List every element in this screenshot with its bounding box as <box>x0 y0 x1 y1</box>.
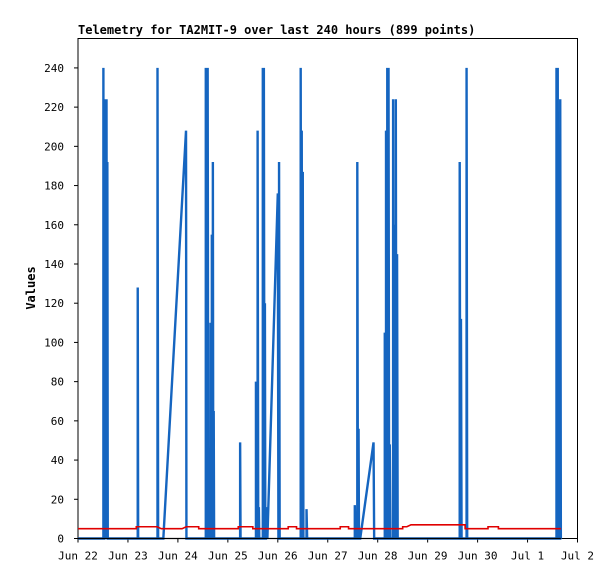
y-tick-label: 0 <box>57 533 64 546</box>
y-tick-label: 160 <box>44 219 64 232</box>
y-tick-label: 140 <box>44 258 64 271</box>
x-tick-label: Jun 24 <box>158 550 198 563</box>
y-tick-label: 240 <box>44 62 64 75</box>
x-tick-label: Jul 1 <box>511 550 544 563</box>
y-tick-label: 80 <box>51 376 64 389</box>
series-line-2 <box>78 523 561 530</box>
plot-area <box>77 38 578 539</box>
x-tick-label: Jun 26 <box>258 550 298 563</box>
x-tick-label: Jul 2 <box>561 550 594 563</box>
x-tick-label: Jun 22 <box>58 550 98 563</box>
y-tick-label: 60 <box>51 415 64 428</box>
x-tick-label: Jun 25 <box>208 550 248 563</box>
y-tick-label: 100 <box>44 336 64 349</box>
x-tick-label: Jun 29 <box>408 550 448 563</box>
y-axis: 0 20 40 60 80 100 120 140 160 180 200 220 240 <box>44 62 78 546</box>
x-tick-label: Jun 23 <box>108 550 148 563</box>
x-tick-label: Jun 27 <box>308 550 348 563</box>
y-tick-label: 40 <box>51 454 64 467</box>
y-axis-label: Values <box>24 266 38 309</box>
series-layer <box>78 67 563 540</box>
y-tick-label: 120 <box>44 297 64 310</box>
x-axis: Jun 22 Jun 23 Jun 24 Jun 25 Jun 26 Jun 27 Jun … <box>58 538 594 563</box>
y-tick-label: 20 <box>51 493 64 506</box>
x-tick-label: Jun 30 <box>458 550 498 563</box>
y-tick-label: 180 <box>44 180 64 193</box>
x-tick-label: Jun 28 <box>358 550 398 563</box>
y-tick-label: 200 <box>44 140 64 153</box>
y-tick-label: 220 <box>44 101 64 114</box>
chart-title: Telemetry for TA2MIT-9 over last 240 hou… <box>78 23 475 37</box>
